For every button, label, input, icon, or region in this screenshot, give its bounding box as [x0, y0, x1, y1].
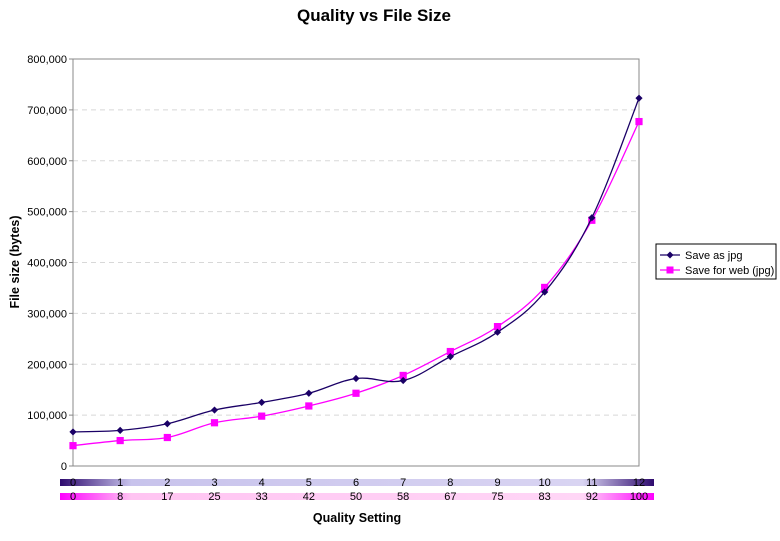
x-axis-title: Quality Setting [313, 511, 401, 525]
x-tick-label-jpg: 12 [633, 477, 645, 489]
x-tick-label-jpg: 4 [259, 477, 265, 489]
data-point-jpg [588, 214, 596, 222]
y-tick-label: 200,000 [27, 359, 67, 371]
y-tick-label: 700,000 [27, 105, 67, 117]
x-tick-label-jpg: 6 [353, 477, 359, 489]
x-tick-label-jpg: 11 [586, 477, 597, 489]
x-scale-jpg-labels: 0 1 2 3 4 5 6 7 8 9 10 11 12 [70, 477, 645, 489]
data-point-jpg [399, 376, 407, 385]
x-tick-label-web: 0 [70, 491, 76, 503]
y-axis-title: File size (bytes) [8, 215, 22, 308]
legend-entry-jpg: Save as jpg [660, 250, 742, 262]
data-point-web [69, 442, 77, 450]
x-tick-label-web: 92 [586, 491, 598, 503]
x-tick-label-web: 17 [161, 491, 173, 503]
legend-label-jpg: Save as jpg [685, 250, 742, 262]
legend-marker-jpg [666, 251, 674, 259]
data-point-jpg [69, 428, 77, 436]
plot-area: 0 100,000 200,000 300,000 400,000 500,000 600,… [27, 54, 643, 473]
data-point-web [116, 436, 124, 445]
y-tick-label: 500,000 [27, 207, 67, 219]
x-tick-label-web: 42 [303, 491, 315, 503]
data-point-web [446, 347, 454, 356]
grid-lines [73, 109, 639, 416]
x-tick-label-jpg: 3 [211, 477, 217, 489]
data-point-web [352, 389, 360, 397]
data-point-jpg [446, 353, 454, 361]
x-tick-label-jpg: 7 [400, 477, 406, 489]
series-line-web [72, 121, 640, 447]
data-point-jpg [352, 374, 360, 383]
data-point-jpg [493, 328, 502, 336]
x-tick-label-web: 25 [208, 491, 220, 503]
x-tick-label-jpg: 1 [117, 477, 123, 489]
x-scale-web-labels: 0 8 17 25 33 42 50 58 67 75 83 92 100 [70, 491, 648, 503]
data-point-web [635, 117, 643, 126]
x-tick-label-web: 33 [256, 491, 268, 503]
y-axis: 0 100,000 200,000 300,000 400,000 500,000 600,… [27, 54, 73, 473]
chart-title: Quality vs File Size [297, 6, 451, 25]
x-tick-label-web: 50 [350, 491, 362, 503]
x-tick-label-jpg: 8 [447, 477, 453, 489]
data-point-jpg [210, 406, 219, 414]
legend-marker-web [666, 266, 674, 274]
x-tick-label-jpg: 0 [70, 477, 76, 489]
data-point-web [493, 323, 502, 331]
x-tick-label-web: 67 [444, 491, 456, 503]
x-tick-label-jpg: 10 [539, 477, 551, 489]
x-tick-label-web: 83 [539, 491, 551, 503]
y-tick-label: 800,000 [27, 54, 67, 66]
legend-entry-web: Save for web (jpg) [660, 265, 774, 277]
x-scale-web: 0 8 17 25 33 42 50 58 67 75 83 92 100 [60, 491, 654, 503]
data-point-jpg [541, 288, 549, 296]
data-point-web [210, 419, 219, 427]
x-tick-label-jpg: 5 [306, 477, 312, 489]
data-point-jpg [635, 94, 643, 102]
data-point-jpg [163, 420, 171, 428]
y-tick-label: 600,000 [27, 156, 67, 168]
x-tick-label-jpg: 9 [494, 477, 500, 489]
y-tick-label: 300,000 [27, 308, 67, 320]
y-tick-label: 400,000 [27, 258, 67, 270]
data-point-web [163, 433, 171, 442]
x-scale-jpg-bar [60, 479, 654, 486]
legend-box [655, 243, 777, 280]
y-tick-label: 100,000 [27, 410, 67, 422]
x-tick-label-web: 75 [491, 491, 503, 503]
x-tick-label-web: 100 [630, 491, 648, 503]
x-tick-label-web: 58 [397, 491, 409, 503]
x-tick-label-web: 8 [117, 491, 123, 503]
data-point-jpg [258, 398, 266, 407]
series-layer [69, 94, 643, 450]
data-point-jpg [305, 389, 313, 397]
data-point-web [541, 283, 549, 292]
data-point-web [258, 412, 266, 420]
data-point-web [305, 402, 313, 410]
data-point-web [399, 371, 407, 380]
x-scale-jpg: 0 1 2 3 4 5 6 7 8 9 10 11 12 [60, 477, 654, 489]
legend-label-web: Save for web (jpg) [685, 265, 774, 277]
legend: Save as jpg Save for web (jpg) [655, 243, 777, 280]
y-tick-label: 0 [61, 461, 67, 473]
x-tick-label-jpg: 2 [164, 477, 170, 489]
x-scale-web-bar [60, 493, 654, 500]
data-point-jpg [116, 426, 124, 434]
